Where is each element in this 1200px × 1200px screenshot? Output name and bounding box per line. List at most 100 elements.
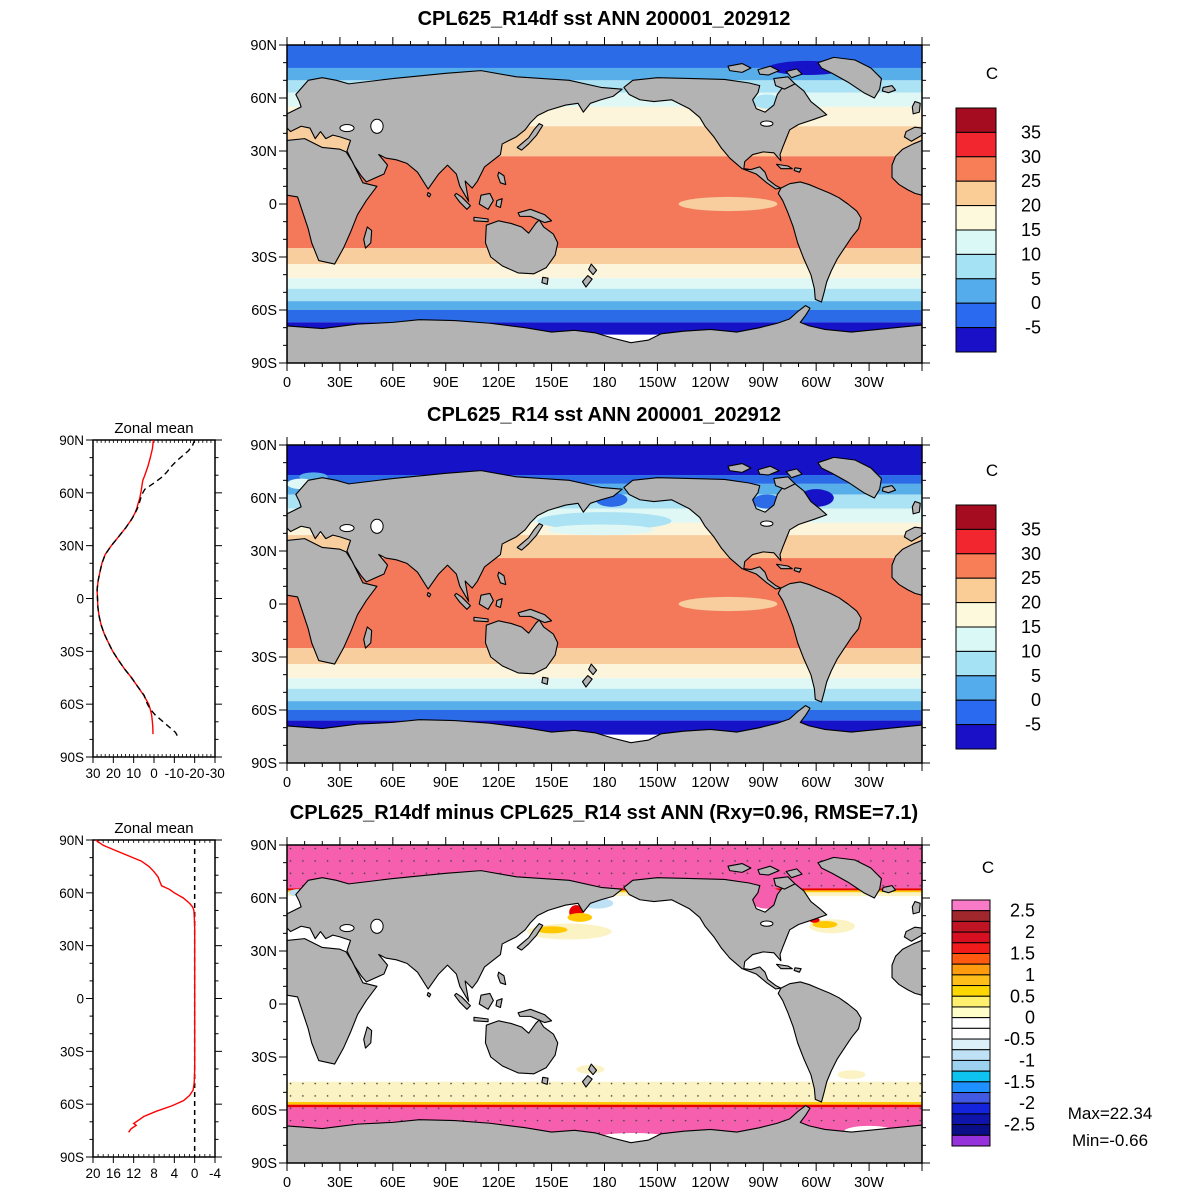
x-tick-label: 120E bbox=[482, 775, 516, 791]
y-tick-label: 90S bbox=[251, 356, 277, 372]
colorbar-label: 1 bbox=[1025, 965, 1035, 985]
y-tick-label: 0 bbox=[269, 997, 277, 1013]
colorbar-label: -2 bbox=[1019, 1093, 1035, 1113]
world-map bbox=[287, 845, 922, 1163]
colorbar-cell bbox=[951, 1038, 991, 1051]
x-tick-label: -20 bbox=[185, 766, 205, 781]
landmass bbox=[517, 524, 543, 551]
colorbar-2: 35 30 25 20 15 10 5 0 -5 bbox=[955, 504, 1041, 750]
diff-map-bottom: 0 30E 60E 90E 120E 150E 180 150W 120W 90W 60W 30W 90… bbox=[250, 837, 930, 1191]
colorbar-label: 25 bbox=[1021, 568, 1041, 588]
y-tick-label: 90N bbox=[59, 433, 84, 448]
x-tick-label: 30W bbox=[854, 1175, 884, 1191]
colorbar-cell bbox=[951, 910, 991, 922]
colorbar-cell bbox=[955, 577, 997, 604]
landmass bbox=[818, 857, 882, 898]
landmass bbox=[479, 593, 493, 609]
map1-title: CPL625_R14df sst ANN 200001_202912 bbox=[417, 8, 791, 30]
colorbar-cell bbox=[951, 1059, 991, 1072]
colorbar-cell bbox=[951, 1124, 991, 1136]
landmass bbox=[882, 486, 895, 493]
landmass bbox=[479, 993, 493, 1009]
colorbar-label: 15 bbox=[1021, 220, 1041, 240]
colorbar-label: 5 bbox=[1031, 666, 1041, 686]
x-tick-label: 120W bbox=[691, 375, 729, 391]
x-tick-label: 150E bbox=[535, 775, 569, 791]
landmass bbox=[485, 1020, 557, 1074]
landmass bbox=[892, 140, 922, 195]
world-map bbox=[287, 445, 922, 763]
y-tick-label: 90S bbox=[251, 756, 277, 772]
colorbar-cell bbox=[951, 963, 991, 976]
y-tick-label: 0 bbox=[269, 197, 277, 213]
y-tick-label: 30S bbox=[251, 650, 277, 666]
colorbar-cell bbox=[955, 528, 997, 555]
landmass bbox=[518, 209, 552, 222]
y-tick-label: 90N bbox=[250, 438, 277, 454]
x-tick-label: 150W bbox=[638, 1175, 676, 1191]
x-tick-label: 150E bbox=[535, 1175, 569, 1191]
landmass bbox=[498, 572, 506, 584]
landmass bbox=[758, 466, 779, 475]
colorbar-label: 20 bbox=[1021, 196, 1041, 216]
colorbar-cell bbox=[955, 327, 997, 353]
x-tick-label: 4 bbox=[171, 1166, 179, 1181]
x-tick-label: 0 bbox=[191, 1166, 199, 1181]
landmass bbox=[287, 471, 622, 602]
colorbar-cell bbox=[955, 229, 997, 255]
landmass bbox=[474, 1017, 488, 1021]
y-tick-label: 60S bbox=[60, 697, 84, 712]
y-tick-label: 60S bbox=[251, 703, 277, 719]
landmass bbox=[774, 477, 795, 489]
landmass bbox=[794, 568, 801, 572]
colorbar-cell bbox=[951, 1027, 991, 1040]
landmass bbox=[589, 264, 597, 275]
landmass bbox=[912, 502, 920, 514]
x-tick-label: -30 bbox=[205, 766, 225, 781]
x-tick-label: -4 bbox=[209, 1166, 221, 1181]
y-tick-label: 90S bbox=[251, 1156, 277, 1172]
colorbar-cell bbox=[955, 253, 997, 280]
colorbar-label: 0.5 bbox=[1010, 986, 1035, 1006]
x-tick-label: 150W bbox=[638, 775, 676, 791]
y-tick-label: 90N bbox=[250, 38, 277, 54]
colorbar-cell bbox=[955, 724, 997, 750]
x-tick-label: 150E bbox=[535, 375, 569, 391]
colorbar-label: 15 bbox=[1021, 617, 1041, 637]
colorbar-label: 25 bbox=[1021, 171, 1041, 191]
y-tick-label: 30N bbox=[250, 144, 277, 160]
colorbar-cell bbox=[951, 1017, 991, 1029]
zonal-mean-middle: 30 20 10 0 -10 -20 -30 90N 60N 30N 0 30S 60S 90S bbox=[59, 433, 225, 781]
landmass bbox=[287, 139, 377, 264]
colorbar-cell bbox=[951, 931, 991, 944]
landmass bbox=[624, 78, 827, 189]
x-tick-label: 90W bbox=[748, 775, 778, 791]
landmass bbox=[778, 982, 861, 1102]
landmass bbox=[287, 871, 622, 1002]
colorbar-cell bbox=[951, 995, 991, 1008]
colorbar-label: 2.5 bbox=[1010, 901, 1035, 921]
x-tick-label: 60E bbox=[380, 775, 406, 791]
y-tick-label: 60N bbox=[59, 886, 84, 901]
landmass bbox=[517, 924, 543, 951]
landmass bbox=[427, 993, 431, 997]
landmass bbox=[287, 1106, 922, 1163]
x-tick-label: 90W bbox=[748, 375, 778, 391]
x-tick-label: 30E bbox=[327, 375, 353, 391]
x-tick-label: 90W bbox=[748, 1175, 778, 1191]
landmass bbox=[287, 706, 922, 763]
x-tick-label: 30E bbox=[327, 775, 353, 791]
map2-title: CPL625_R14 sst ANN 200001_202912 bbox=[427, 404, 781, 426]
colorbar-label: 0 bbox=[1031, 690, 1041, 710]
x-tick-label: 180 bbox=[592, 1175, 616, 1191]
colorbar-cell bbox=[955, 278, 997, 304]
landmass bbox=[786, 469, 802, 478]
y-tick-label: 30S bbox=[251, 1050, 277, 1066]
landmass bbox=[728, 464, 751, 473]
y-tick-label: 30N bbox=[59, 539, 84, 554]
landmass bbox=[474, 217, 488, 221]
colorbar-cell bbox=[951, 920, 991, 933]
x-tick-label: 30W bbox=[854, 375, 884, 391]
landmass bbox=[786, 69, 802, 78]
landmass bbox=[498, 172, 506, 184]
